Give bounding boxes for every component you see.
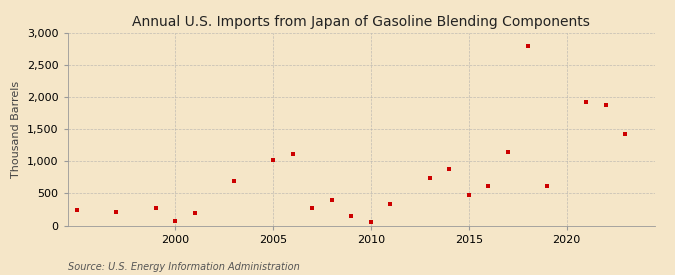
Point: [111, 210, 122, 214]
Point: [306, 206, 317, 210]
Point: [385, 202, 396, 207]
Title: Annual U.S. Imports from Japan of Gasoline Blending Components: Annual U.S. Imports from Japan of Gasoli…: [132, 15, 590, 29]
Point: [267, 158, 278, 162]
Point: [228, 178, 239, 183]
Point: [580, 100, 591, 104]
Point: [463, 192, 474, 197]
Point: [483, 184, 493, 189]
Point: [522, 44, 533, 48]
Point: [443, 167, 454, 171]
Point: [601, 103, 612, 107]
Point: [169, 219, 180, 223]
Point: [326, 198, 337, 202]
Point: [541, 184, 552, 189]
Point: [424, 176, 435, 180]
Point: [189, 211, 200, 216]
Text: Source: U.S. Energy Information Administration: Source: U.S. Energy Information Administ…: [68, 262, 299, 272]
Point: [150, 205, 161, 210]
Y-axis label: Thousand Barrels: Thousand Barrels: [11, 81, 22, 178]
Point: [365, 220, 376, 224]
Point: [502, 150, 513, 155]
Point: [346, 213, 356, 218]
Point: [287, 152, 298, 156]
Point: [620, 132, 630, 137]
Point: [72, 208, 82, 212]
